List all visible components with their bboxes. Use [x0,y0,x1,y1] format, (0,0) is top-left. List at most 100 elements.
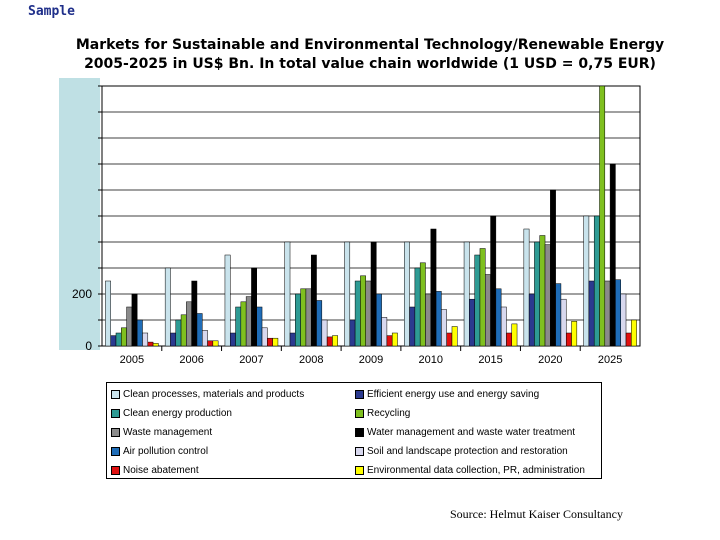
bar [572,321,577,346]
bar [186,302,191,346]
bar [230,333,235,346]
bar [257,307,262,346]
x-tick-label: 2005 [120,354,144,366]
legend-label: Water management and waste water treatme… [367,427,575,438]
legend-label: Clean energy production [123,408,232,419]
bar [561,299,566,346]
bar [197,314,202,347]
bar [262,328,267,346]
bar [512,324,517,346]
bar [469,299,474,346]
bar [605,281,610,346]
bar [322,320,327,346]
bar [132,294,137,346]
legend-swatch [111,409,120,418]
legend-item: Recycling [355,406,410,420]
bar [213,341,218,346]
legend-swatch [355,390,364,399]
legend-item: Clean energy production [111,406,232,420]
legend-label: Efficient energy use and energy saving [367,389,539,400]
bar [142,333,147,346]
bar [360,276,365,346]
bar [116,333,121,346]
bar [452,327,457,347]
legend-label: Soil and landscape protection and restor… [367,446,568,457]
bar [425,294,430,346]
legend-label: Air pollution control [123,446,208,457]
bar [496,289,501,346]
legend-swatch [355,428,364,437]
bar [192,281,197,346]
bar [491,216,496,346]
bar [225,255,230,346]
y-tick-label: 200 [72,287,92,301]
bar [610,164,615,346]
chart-legend: Clean processes, materials and products E… [106,382,602,479]
x-tick-label: 2007 [239,354,263,366]
bar [111,336,116,346]
legend-swatch [111,428,120,437]
bar [251,268,256,346]
bar [332,336,337,346]
legend-swatch [111,447,120,456]
legend-swatch [355,409,364,418]
bar [404,242,409,346]
bar [170,333,175,346]
x-tick-label: 2015 [478,354,502,366]
bar [441,310,446,346]
bar [594,216,599,346]
bar [589,281,594,346]
bar [566,333,571,346]
bar [376,294,381,346]
legend-item: Noise abatement [111,463,199,477]
bar [327,337,332,346]
bar [382,317,387,346]
bar [524,229,529,346]
bar [105,281,110,346]
bar [540,236,545,347]
bar [420,263,425,346]
bar [355,281,360,346]
bar [285,242,290,346]
bar [236,307,241,346]
bar [301,289,306,346]
bar [181,315,186,346]
bar [273,338,278,346]
bar [584,216,589,346]
bar [480,249,485,347]
bar [350,320,355,346]
bar [529,294,534,346]
legend-label: Recycling [367,408,410,419]
bar [121,328,126,346]
bar [137,320,142,346]
bar [246,297,251,346]
bar [550,190,555,346]
bar [464,242,469,346]
bar [387,336,392,346]
x-tick-label: 2010 [419,354,443,366]
legend-label: Environmental data collection, PR, admin… [367,465,585,476]
bar [176,320,181,346]
bar [600,86,605,346]
x-tick-label: 2006 [179,354,203,366]
bar [485,275,490,347]
bar [501,307,506,346]
x-tick-label: 2009 [359,354,383,366]
legend-label: Waste management [123,427,212,438]
bar [626,333,631,346]
legend-item: Water management and waste water treatme… [355,425,575,439]
legend-label: Clean processes, materials and products [123,389,304,400]
bar [431,229,436,346]
legend-swatch [355,447,364,456]
legend-item: Clean processes, materials and products [111,387,304,401]
bar [148,342,153,346]
y-tick-label: 0 [85,339,92,353]
bar [615,280,620,346]
bar [621,294,626,346]
bar [545,245,550,346]
bar [208,341,213,346]
legend-item: Environmental data collection, PR, admin… [355,463,585,477]
bar [371,242,376,346]
bar [556,284,561,346]
bar [317,301,322,347]
